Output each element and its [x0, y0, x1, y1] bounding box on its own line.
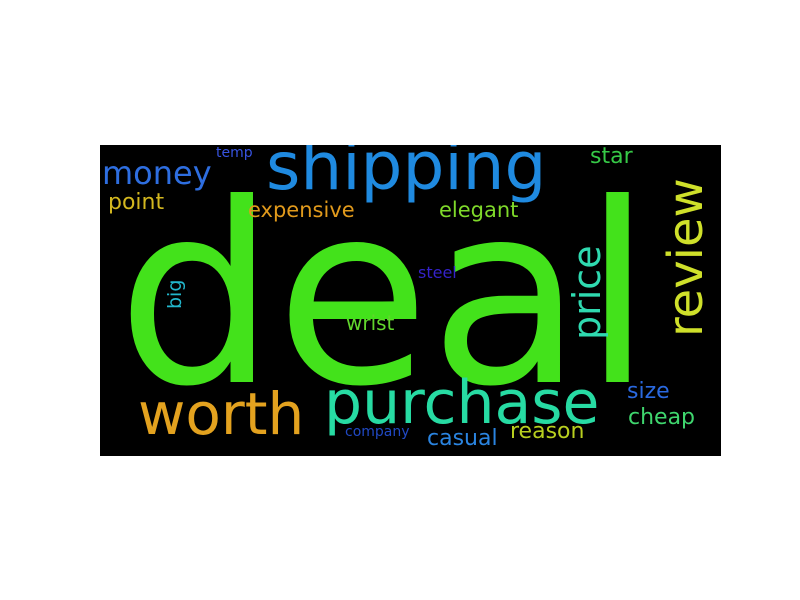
word-worth: worth: [138, 380, 305, 448]
word-review: review: [658, 178, 714, 337]
word-purchase: purchase: [324, 368, 600, 438]
word-cloud: deal shipping review price purchase wort…: [100, 145, 721, 456]
word-temp: temp: [216, 145, 253, 161]
word-shipping: shipping: [266, 145, 547, 205]
word-steel: steel: [418, 263, 457, 282]
word-star: star: [590, 145, 633, 169]
word-big: big: [164, 279, 186, 309]
word-company: company: [345, 424, 410, 440]
word-point: point: [108, 190, 165, 215]
word-size: size: [627, 379, 670, 404]
word-reason: reason: [510, 419, 585, 444]
word-elegant: elegant: [439, 198, 519, 222]
word-money: money: [102, 154, 212, 192]
word-cheap: cheap: [628, 405, 696, 430]
word-price: price: [565, 245, 609, 340]
word-deal: deal: [117, 150, 653, 441]
word-wrist: wrist: [346, 311, 395, 335]
word-casual: casual: [427, 426, 498, 451]
word-expensive: expensive: [248, 198, 355, 222]
